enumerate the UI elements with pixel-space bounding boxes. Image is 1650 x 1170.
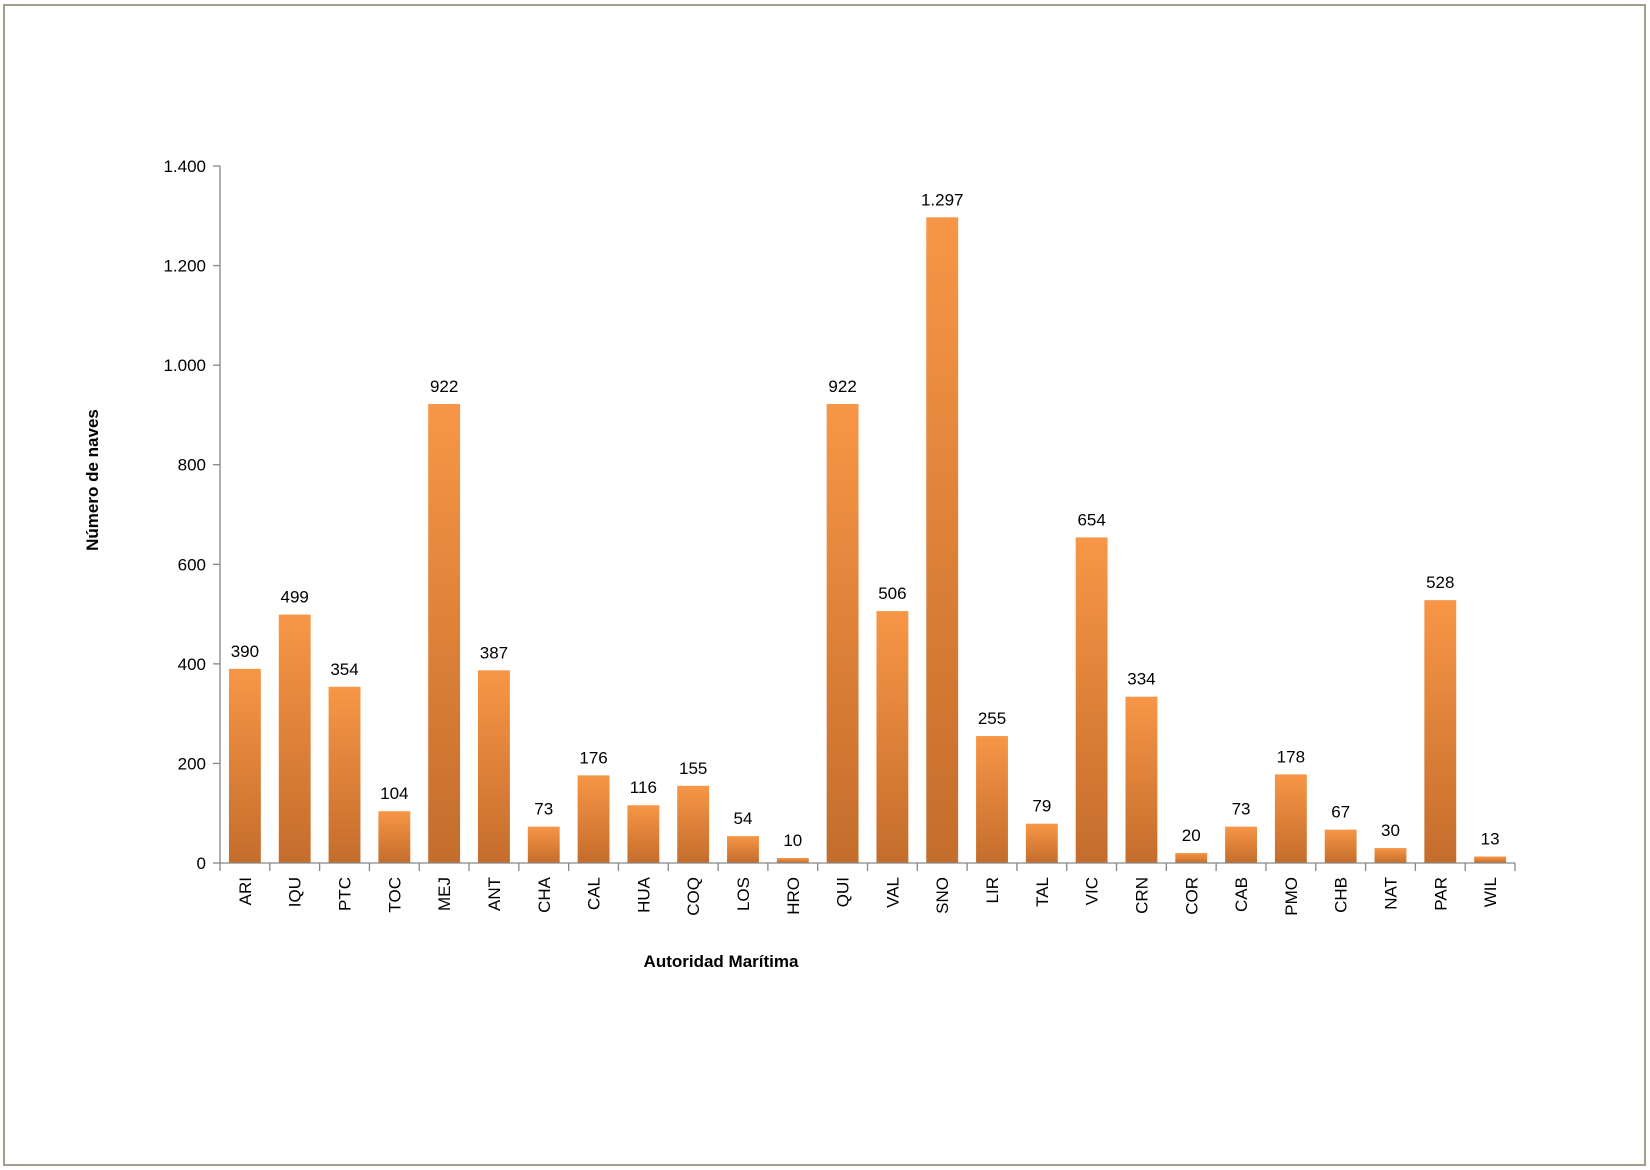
bar-los [727, 836, 759, 863]
bars-group [228, 217, 1507, 863]
data-label-sno: 1.297 [921, 190, 964, 209]
bar-mej [428, 403, 461, 863]
x-tick-label-mej: MEJ [435, 877, 454, 911]
y-tick-label: 1.400 [163, 157, 206, 176]
x-axis: ARI IQU PTC TOC MEJ ANT CHA CAL HUA COQ LOS HRO QUI V… [219, 862, 1516, 916]
data-label-wil: 13 [1481, 830, 1500, 849]
x-tick-label-qui: QUI [834, 877, 853, 907]
y-tick-label: 600 [178, 555, 206, 574]
data-label-crn: 334 [1127, 670, 1155, 689]
x-tick-label-ari: ARI [236, 877, 255, 905]
x-tick-label-par: PAR [1431, 877, 1450, 911]
data-label-qui: 922 [828, 377, 856, 396]
bar-hro [776, 858, 809, 863]
x-tick-label-nat: NAT [1381, 877, 1400, 910]
data-label-par: 528 [1426, 573, 1454, 592]
bar-lir [976, 736, 1008, 863]
y-tick-label: 1.000 [163, 356, 206, 375]
bar-toc [378, 811, 411, 863]
bar-chb [1324, 829, 1357, 863]
x-tick-label-cor: COR [1182, 877, 1201, 915]
bar-ari [228, 668, 261, 863]
data-label-hua: 116 [630, 778, 657, 797]
x-tick-label-chb: CHB [1332, 877, 1351, 913]
x-tick-label-crn: CRN [1132, 877, 1151, 914]
data-label-los: 54 [734, 809, 753, 828]
x-tick-label-ptc: PTC [336, 877, 355, 911]
x-axis-title: Autoridad Marítima [644, 952, 799, 971]
bar-coq [677, 785, 710, 863]
data-label-cha: 73 [534, 800, 553, 819]
bar-cor [1175, 853, 1208, 863]
data-label-coq: 155 [679, 759, 707, 778]
bar-qui [826, 403, 859, 863]
data-label-mej: 922 [430, 377, 458, 396]
y-axis: 0 200 400 600 800 1.000 1.200 1.400 [163, 157, 221, 873]
bar-val [876, 611, 909, 863]
bar-pmo [1274, 774, 1307, 863]
bar-vic [1075, 537, 1108, 863]
x-tick-label-pmo: PMO [1282, 877, 1301, 916]
data-label-val: 506 [878, 584, 906, 603]
data-label-ant: 387 [480, 643, 508, 662]
data-label-lir: 255 [978, 709, 1006, 728]
y-tick-label: 400 [178, 655, 206, 674]
data-label-vic: 654 [1077, 510, 1105, 529]
x-tick-label-iqu: IQU [286, 877, 305, 907]
data-label-cal: 176 [579, 748, 607, 767]
chart-frame: 390 499 354 104 922 387 73 176 116 155 54 10 922 506 1… [3, 4, 1646, 1166]
bar-hua [627, 805, 660, 863]
data-labels-group: 390 499 354 104 922 387 73 176 116 155 54 10 922 506 1… [231, 190, 1500, 850]
x-tick-label-cha: CHA [535, 876, 554, 913]
data-label-ptc: 354 [330, 660, 358, 679]
bar-par [1424, 600, 1457, 863]
data-label-pmo: 178 [1277, 747, 1305, 766]
bar-tal [1025, 823, 1058, 863]
x-tick-label-cal: CAL [585, 877, 604, 910]
data-label-iqu: 499 [281, 588, 309, 607]
x-tick-label-ant: ANT [485, 877, 504, 911]
x-tick-label-cab: CAB [1232, 877, 1251, 912]
bar-crn [1125, 696, 1158, 863]
x-tick-label-hro: HRO [784, 877, 803, 915]
x-tick-label-hua: HUA [634, 876, 653, 913]
x-tick-label-los: LOS [734, 877, 753, 911]
bar-wil [1474, 856, 1507, 863]
bar-chart: 390 499 354 104 922 387 73 176 116 155 54 10 922 506 1… [83, 157, 1516, 971]
y-tick-label: 0 [197, 854, 206, 873]
y-tick-label: 1.200 [163, 257, 206, 276]
data-label-toc: 104 [380, 784, 408, 803]
x-tick-label-val: VAL [883, 877, 902, 908]
bar-iqu [278, 614, 311, 863]
data-label-nat: 30 [1381, 821, 1400, 840]
x-tick-label-sno: SNO [933, 877, 952, 914]
bar-cal [577, 775, 610, 863]
y-tick-label: 800 [178, 456, 206, 475]
bar-ptc [328, 686, 361, 863]
bar-sno [926, 217, 959, 863]
data-label-hro: 10 [783, 831, 802, 850]
y-tick-label: 200 [178, 754, 206, 773]
x-tick-label-coq: COQ [684, 877, 703, 916]
bar-cha [527, 826, 560, 863]
x-tick-label-vic: VIC [1083, 877, 1102, 905]
data-label-cor: 20 [1182, 826, 1201, 845]
data-label-ari: 390 [231, 642, 259, 661]
data-label-tal: 79 [1032, 797, 1051, 816]
x-tick-label-tal: TAL [1033, 877, 1052, 907]
bar-nat [1374, 848, 1407, 863]
bar-cab [1225, 826, 1257, 863]
x-tick-label-wil: WIL [1481, 877, 1500, 907]
x-tick-label-toc: TOC [385, 877, 404, 913]
bar-ant [478, 670, 510, 863]
data-label-chb: 67 [1331, 803, 1350, 822]
y-axis-title: Número de naves [83, 409, 102, 551]
x-tick-label-lir: LIR [983, 877, 1002, 903]
data-label-cab: 73 [1232, 800, 1251, 819]
